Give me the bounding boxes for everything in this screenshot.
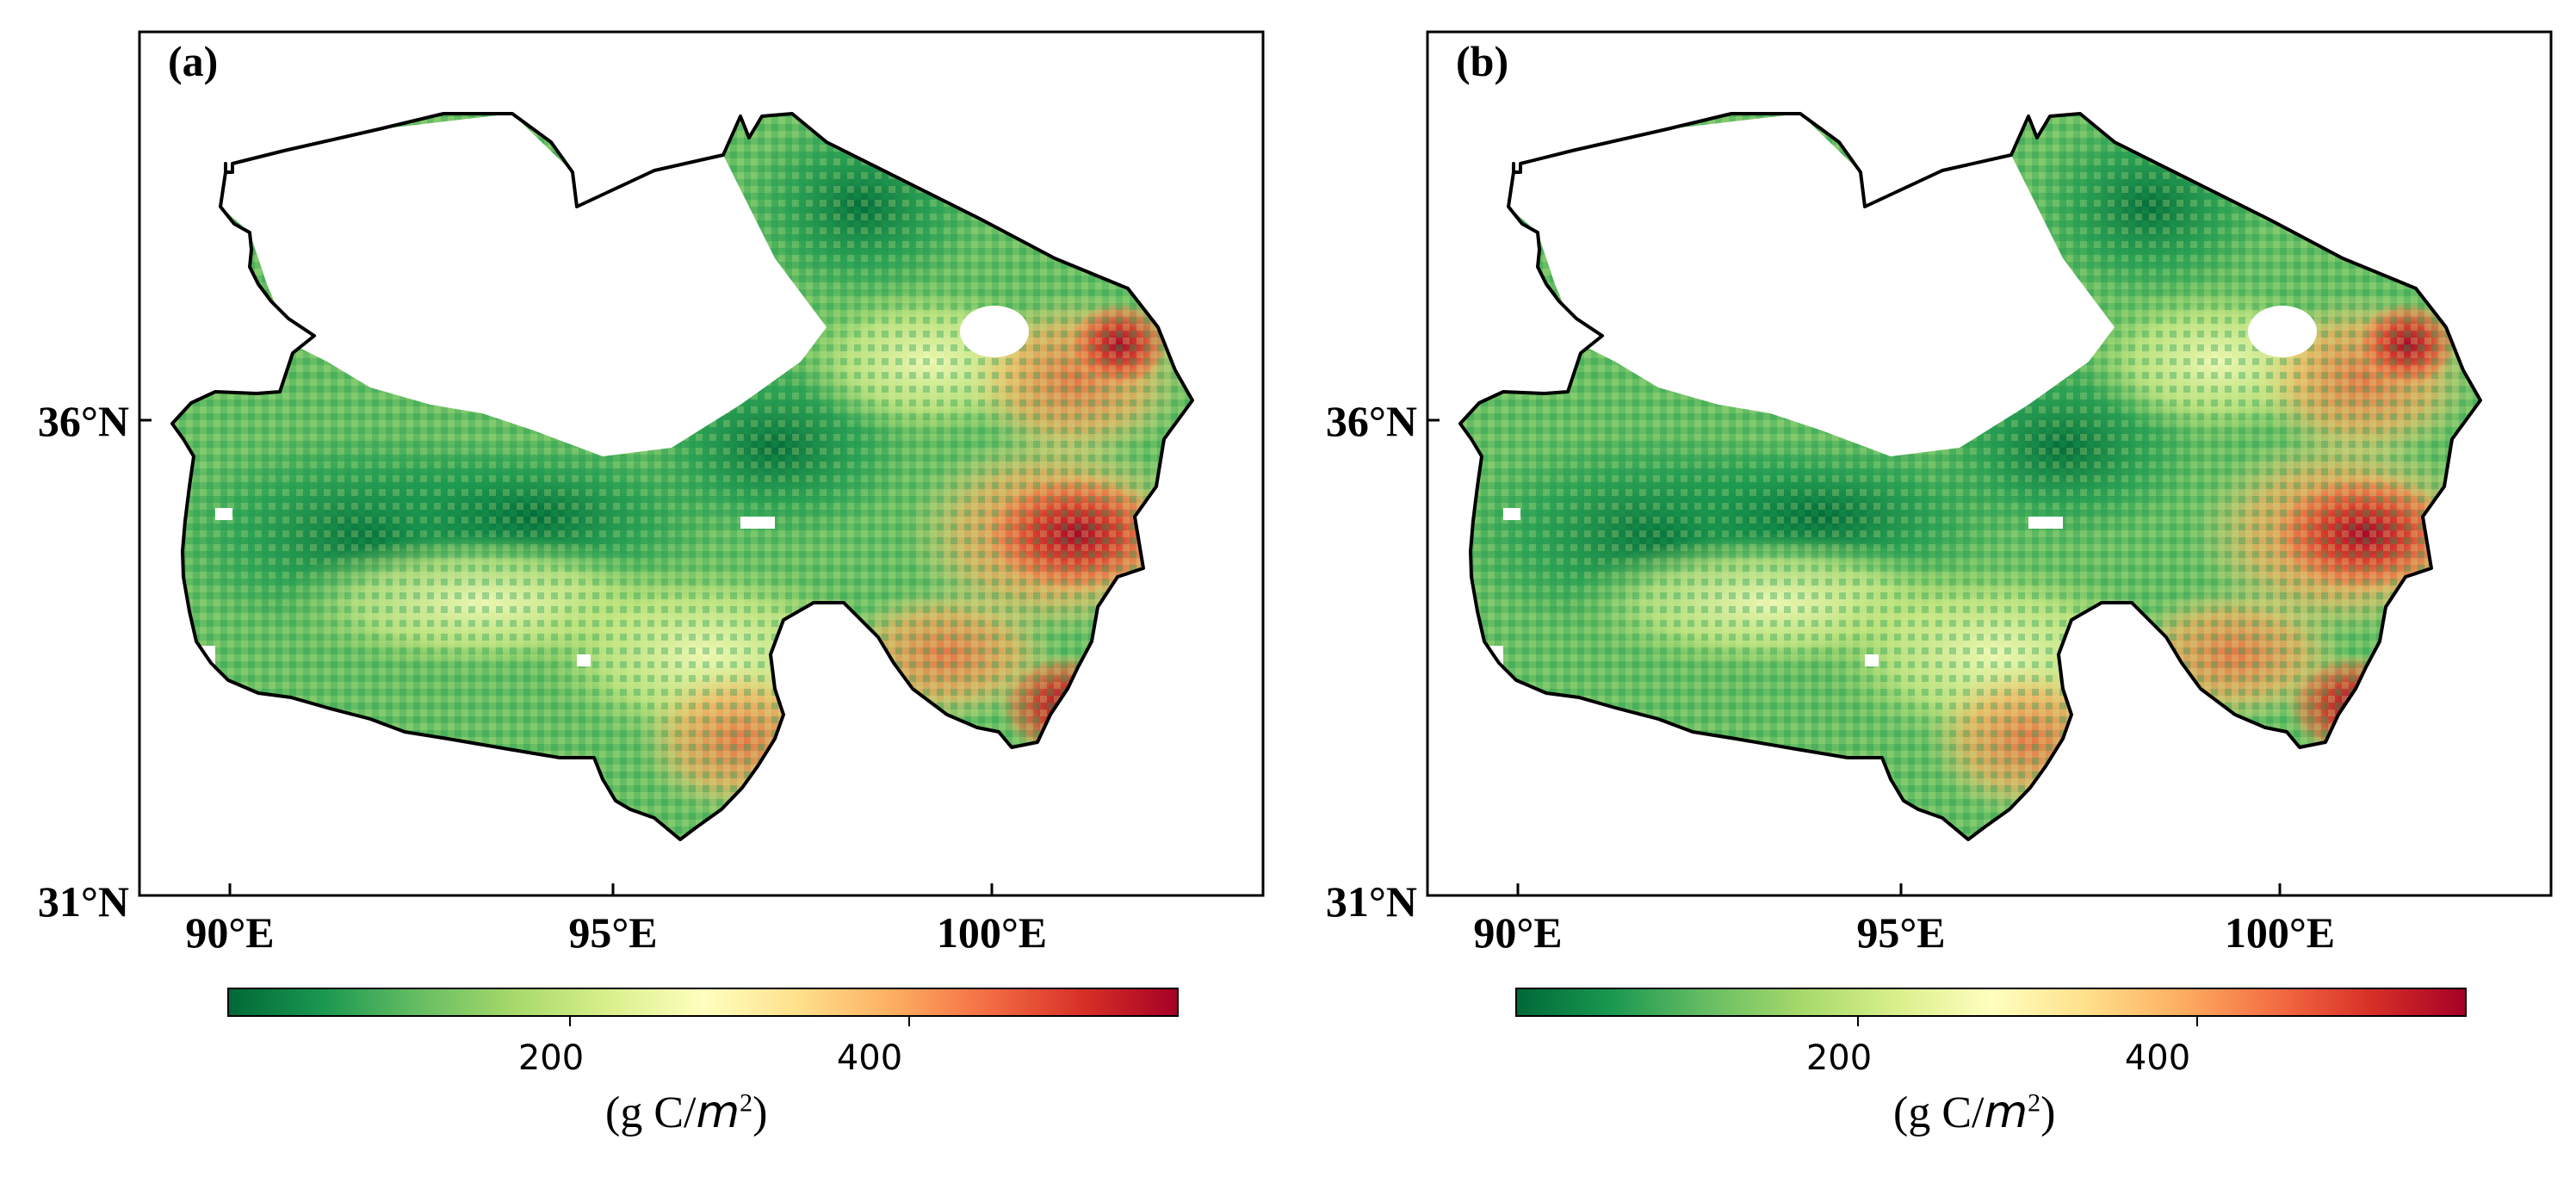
lon-tick-label: 100°E xyxy=(2225,908,2335,957)
lon-tick-label: 90°E xyxy=(1473,908,1562,957)
lon-tick-label: 95°E xyxy=(568,908,657,957)
lat-tick-label: 31°N xyxy=(1326,877,1417,926)
lon-tick-label: 95°E xyxy=(1856,908,1945,957)
lon-tick-label: 100°E xyxy=(937,908,1047,957)
colorbar-unit-label: (g C/m2) xyxy=(1893,1087,2056,1138)
colorbar-tick-label: 400 xyxy=(837,1038,902,1078)
colorbar-tick-label: 400 xyxy=(2125,1038,2190,1078)
map-figure-b: (b) 36°N 31°N 90°E 95°E 100°E 200 400 xyxy=(1326,30,2553,1078)
map-figure-a: (a) 36°N 31°N 90°E 95°E 100°E 200 400 xyxy=(38,30,1265,1078)
colorbar xyxy=(1515,988,2467,1017)
map-panel-a: (a) 36°N 31°N 90°E 95°E 100°E 200 400 (g… xyxy=(38,30,1265,1138)
colorbar-tick-label: 200 xyxy=(1806,1038,1872,1078)
lon-tick-label: 90°E xyxy=(185,908,274,957)
panel-label: (b) xyxy=(1456,37,1508,85)
map-panel-b: (b) 36°N 31°N 90°E 95°E 100°E 200 400 (g… xyxy=(1288,0,2576,1177)
panel-label: (a) xyxy=(168,37,218,85)
colorbar-tick-label: 200 xyxy=(518,1038,584,1078)
lat-tick-label: 36°N xyxy=(1326,397,1417,445)
lat-tick-label: 31°N xyxy=(38,877,129,926)
colorbar xyxy=(227,988,1179,1017)
region-boundary xyxy=(1458,112,2482,841)
colorbar-unit-label: (g C/m2) xyxy=(605,1087,768,1138)
region-boundary xyxy=(170,112,1194,841)
lat-tick-label: 36°N xyxy=(38,397,129,445)
